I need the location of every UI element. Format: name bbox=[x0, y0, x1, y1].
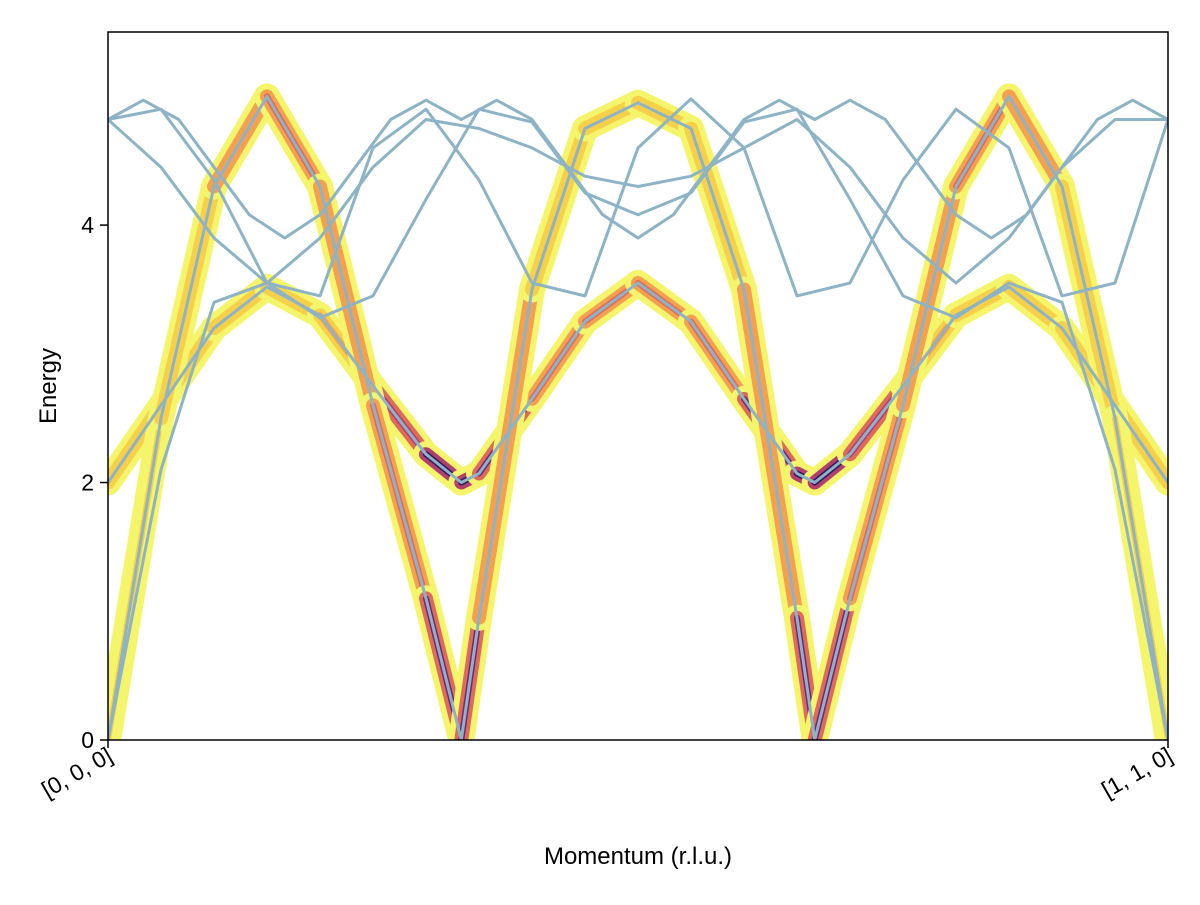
y-axis-title: Energy bbox=[35, 348, 62, 424]
dispersion-curve-5 bbox=[108, 97, 1168, 298]
x-tick-label: [1, 1, 0] bbox=[1097, 742, 1176, 803]
y-tick-label: 4 bbox=[81, 212, 94, 238]
dispersion-curve-4 bbox=[108, 118, 1168, 285]
dispersion-curve-2 bbox=[108, 94, 1168, 740]
x-tick-label: [0, 0, 0] bbox=[37, 742, 116, 803]
plot-frame bbox=[107, 31, 1169, 741]
dispersion-curve-1 bbox=[108, 281, 1168, 484]
y-tick-label: 2 bbox=[81, 470, 94, 496]
y-tick-label: 0 bbox=[81, 727, 94, 753]
dispersion-curve-6 bbox=[108, 98, 1168, 240]
intensity-heatmap bbox=[108, 83, 1168, 740]
dispersion-curves bbox=[108, 94, 1168, 740]
dispersion-curve-3 bbox=[108, 107, 1168, 740]
x-axis-title: Momentum (r.l.u.) bbox=[544, 843, 732, 870]
